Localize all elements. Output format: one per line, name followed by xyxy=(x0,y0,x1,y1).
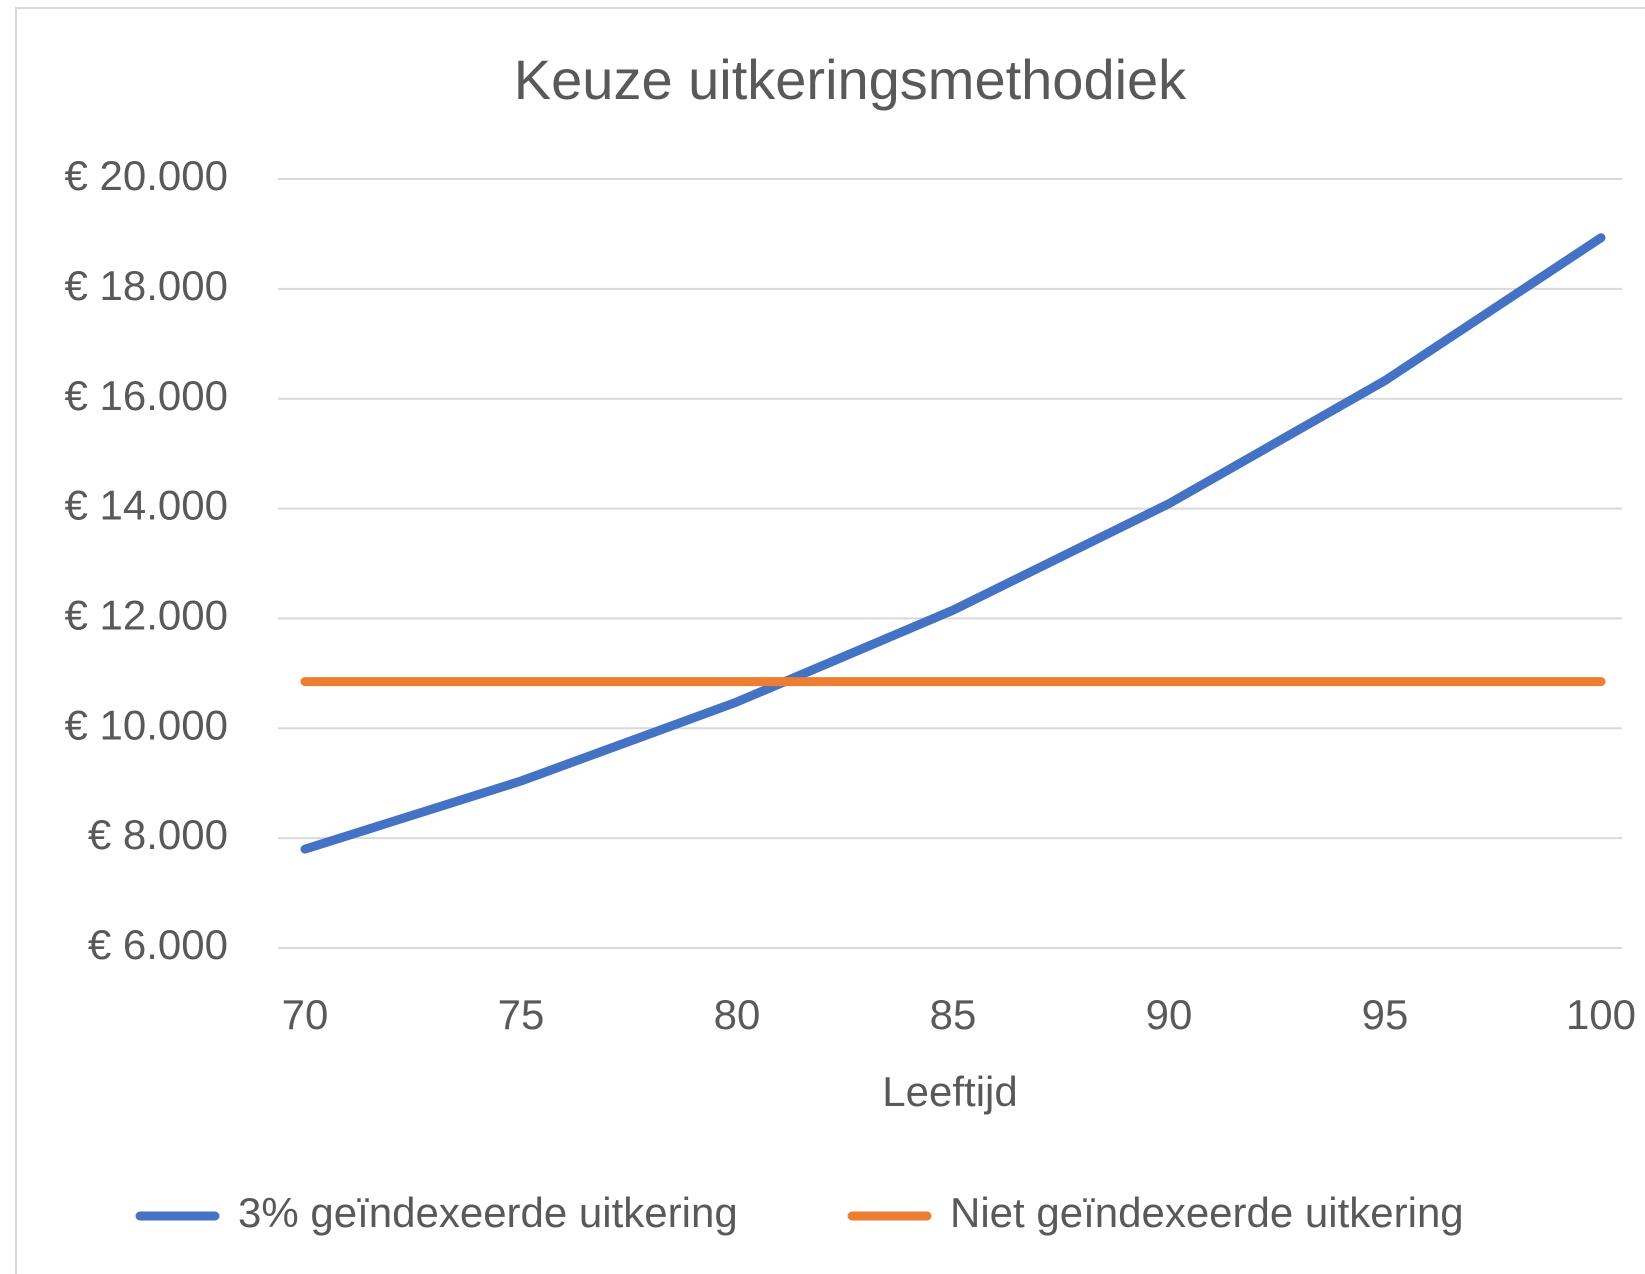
y-tick-label: € 10.000 xyxy=(65,701,229,748)
y-tick-label: € 6.000 xyxy=(88,921,228,968)
x-tick-label: 100 xyxy=(1566,991,1636,1038)
x-tick-label: 80 xyxy=(714,991,761,1038)
y-tick-label: € 14.000 xyxy=(65,482,229,529)
x-tick-label: 75 xyxy=(498,991,545,1038)
x-tick-label: 95 xyxy=(1362,991,1409,1038)
x-tick-label: 90 xyxy=(1146,991,1193,1038)
y-tick-label: € 20.000 xyxy=(65,152,229,199)
series-line xyxy=(300,233,1606,854)
chart-frame xyxy=(15,7,1645,1274)
x-tick-label: 70 xyxy=(282,991,329,1038)
y-tick-label: € 16.000 xyxy=(65,372,229,419)
x-tick-label: 85 xyxy=(930,991,977,1038)
y-tick-label: € 18.000 xyxy=(65,262,229,309)
legend-label: Niet geïndexeerde uitkering xyxy=(950,1189,1464,1236)
x-axis-label: Leeftijd xyxy=(882,1068,1017,1115)
chart-title: Keuze uitkeringsmethodiek xyxy=(514,48,1187,111)
y-tick-label: € 12.000 xyxy=(65,592,229,639)
legend-label: 3% geïndexeerde uitkering xyxy=(238,1189,738,1236)
y-tick-label: € 8.000 xyxy=(88,811,228,858)
